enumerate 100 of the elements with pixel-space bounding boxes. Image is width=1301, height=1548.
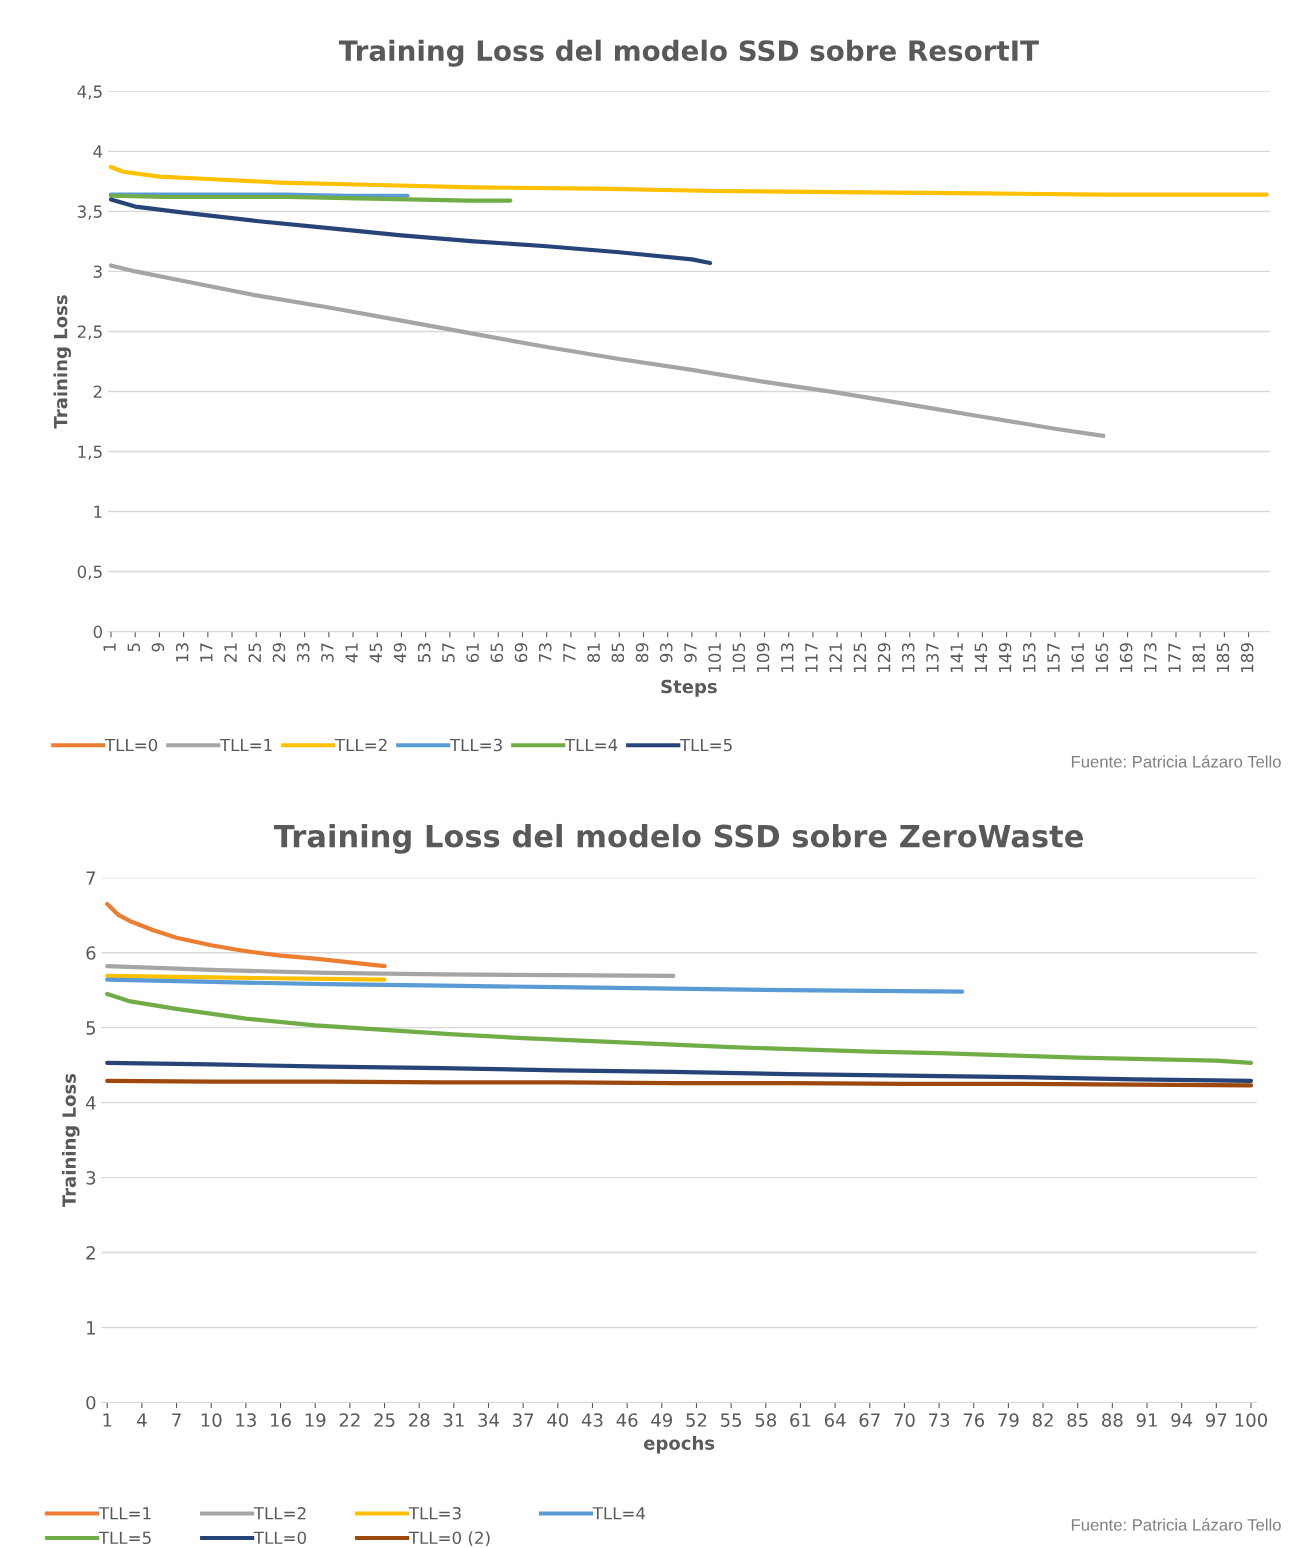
x-tick-label: 21 [224,643,237,662]
legend-label: TLL=1 [98,1507,151,1520]
line-series [105,964,676,979]
x-tick-label: 5 [127,643,141,652]
y-tick-label: 0 [93,625,103,639]
x-tick-label: 13 [175,643,189,662]
y-tick-label: 6 [86,946,96,960]
x-tick-label: 161 [1071,643,1085,672]
x-tick-label: 113 [780,643,794,672]
x-tick-label: 79 [998,1413,1019,1427]
x-tick-label: 19 [305,1413,326,1427]
x-tick-label: 52 [686,1413,707,1427]
x-axis-title: epochs [643,1435,715,1454]
y-tick-label: 2,5 [77,325,102,340]
x-tick-label: 94 [1171,1413,1193,1427]
x-tick-label: 173 [1144,643,1157,672]
line-series [105,991,1254,1065]
x-tick-label: 43 [581,1413,603,1427]
x-tick-label: 49 [393,643,407,663]
x-tick-label: 91 [1136,1413,1157,1427]
legend-label: TLL=4 [564,738,618,752]
y-tick-label: 2 [86,1246,95,1260]
x-tick-label: 101 [708,643,721,672]
x-tick-label: 185 [1216,643,1230,672]
x-tick-label: 9 [151,643,165,652]
x-tick-label: 82 [1032,1413,1053,1427]
x-tick-label: 165 [1095,643,1109,672]
x-tick-label: 109 [756,643,770,672]
y-tick-label: 3,5 [77,205,102,220]
chart-title: Training Loss del modelo SSD sobre ResortIT [338,39,1039,67]
legend-label: TLL=5 [679,738,732,752]
x-tick-label: 25 [248,643,262,662]
x-tick-label: 46 [616,1413,638,1427]
x-tick-label: 65 [490,643,504,663]
x-tick-label: 13 [236,1413,256,1427]
x-tick-label: 100 [1235,1413,1268,1427]
x-tick-label: 61 [466,643,479,663]
x-tick-label: 81 [587,643,600,663]
y-tick-label: 5 [86,1021,96,1035]
x-tick-label: 97 [684,643,697,663]
x-tick-label: 1 [103,643,116,651]
x-tick-label: 40 [547,1413,569,1427]
legend-label: TLL=2 [334,738,387,752]
x-tick-label: 25 [374,1413,395,1427]
line-series [105,901,387,969]
y-tick-label: 4 [86,1096,96,1110]
x-tick-label: 121 [829,643,842,672]
x-tick-label: 85 [1067,1413,1088,1427]
x-tick-label: 97 [1205,1413,1227,1427]
x-tick-label: 189 [1240,643,1254,672]
y-axis-title: Training Loss [53,295,72,429]
x-tick-label: 133 [901,643,915,672]
source-note: Fuente: Patricia Lázaro Tello [1071,1518,1281,1531]
x-tick-label: 88 [1102,1413,1123,1427]
line-series [108,263,1106,438]
line-series [108,164,1269,197]
x-tick-label: 37 [321,643,334,662]
y-tick-label: 3 [93,265,102,278]
x-tick-label: 117 [805,643,818,672]
y-tick-label: 1,5 [78,445,102,460]
x-tick-label: 64 [824,1413,846,1427]
line-series [105,977,965,994]
x-tick-label: 45 [369,643,383,663]
x-tick-label: 125 [853,643,867,672]
y-tick-label: 2 [93,385,102,398]
x-tick-label: 145 [974,643,988,672]
x-tick-label: 33 [296,643,310,662]
y-axis-title: Training Loss [61,1073,80,1208]
x-axis-title: Steps [661,679,717,697]
x-tick-label: 10 [201,1413,222,1427]
x-tick-label: 149 [998,643,1012,672]
legend-label: TLL=4 [592,1507,646,1520]
y-tick-label: 7 [86,871,96,885]
line-series [105,1060,1254,1083]
x-tick-label: 7 [172,1413,181,1427]
y-tick-label: 4 [93,145,103,158]
x-tick-label: 57 [442,643,455,662]
x-tick-label: 69 [514,643,528,663]
x-tick-label: 137 [926,643,939,672]
x-tick-label: 73 [929,1413,950,1427]
x-tick-label: 177 [1168,643,1181,672]
x-tick-label: 169 [1119,643,1133,672]
x-tick-label: 22 [339,1413,360,1427]
legend-label: TLL=0 (2) [408,1531,490,1547]
x-tick-label: 129 [877,643,891,672]
legend-label: TLL=5 [98,1531,151,1545]
x-tick-label: 53 [417,643,431,662]
legend-label: TLL=3 [449,738,502,752]
y-tick-label: 0 [86,1395,96,1410]
x-tick-label: 55 [721,1413,742,1427]
x-tick-label: 153 [1022,643,1036,672]
y-tick-label: 1 [94,505,102,518]
y-tick-label: 0,5 [77,565,102,580]
x-tick-label: 1 [103,1413,112,1427]
x-tick-label: 41 [345,643,358,663]
source-note: Fuente: Patricia Lázaro Tello [1071,755,1281,768]
x-tick-label: 105 [732,643,746,672]
x-tick-label: 141 [950,643,963,672]
x-tick-label: 29 [272,643,286,662]
y-tick-label: 4,5 [77,85,102,100]
